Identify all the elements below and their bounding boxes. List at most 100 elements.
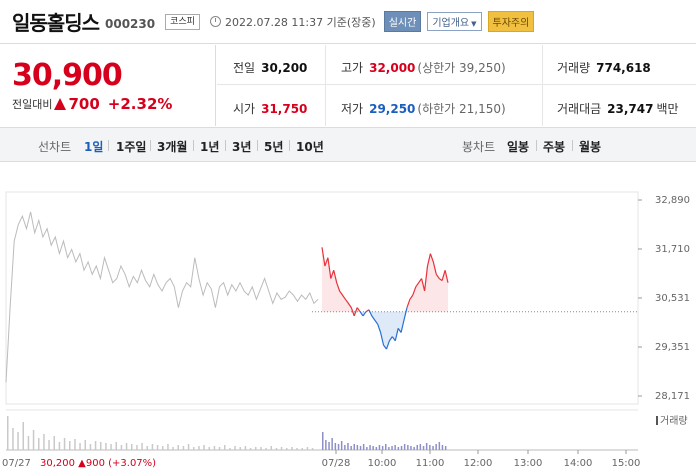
stat-label: 고가 <box>341 61 364 75</box>
prev-day-line <box>5 211 319 383</box>
period-tab-bar: 선차트 1일 1주일 3개월 1년 3년 5년 10년 봉차트 일봉 주봉 월봉 <box>0 127 696 162</box>
volume-bar <box>385 444 387 450</box>
stat-high: 고가 32,000 (상한가 39,250) <box>341 59 506 76</box>
volume-bar <box>38 438 40 450</box>
stat-open: 시가 31,750 <box>233 100 307 117</box>
volume-bar <box>301 448 303 450</box>
divider <box>257 140 258 151</box>
stat-prev-close: 전일 30,200 <box>233 59 307 76</box>
x-tick-label: 11:00 <box>416 458 445 469</box>
x-tick-label: 14:00 <box>564 458 593 469</box>
volume-bar <box>105 443 107 450</box>
y-tick-label: 32,890 <box>655 195 690 206</box>
volume-bar <box>255 447 257 450</box>
volume-bar <box>27 436 30 450</box>
volume-bar <box>167 444 169 450</box>
corp-overview-label: 기업개요 <box>432 18 470 29</box>
up-triangle-icon <box>54 98 67 110</box>
volume-bar <box>340 441 343 450</box>
stock-header: 일동홀딩스 000230 코스피 2022.07.28 11:37 기준(장중)… <box>0 0 696 44</box>
clock-icon <box>209 16 221 27</box>
divider <box>325 45 326 126</box>
x-tick-label: 07/28 <box>322 458 351 469</box>
volume-bar <box>53 436 55 450</box>
volume-bar <box>187 444 190 450</box>
tab-3year[interactable]: 3년 <box>232 140 252 154</box>
volume-bar <box>218 447 221 450</box>
divider <box>225 140 226 151</box>
tab-daily[interactable]: 일봉 <box>507 140 530 154</box>
stat-value: 32,000 <box>369 61 416 75</box>
market-badge: 코스피 <box>165 13 200 30</box>
prev-day-date: 07/27 <box>2 458 31 469</box>
volume-bar <box>32 430 35 450</box>
volume-bar <box>208 447 210 450</box>
current-price: 30,900 <box>12 58 123 93</box>
corp-overview-button[interactable]: 기업개요 ▼ <box>427 12 482 31</box>
tab-1year[interactable]: 1년 <box>200 140 220 154</box>
volume-bar <box>366 447 368 450</box>
stat-upper-limit: (상한가 39,250) <box>417 61 506 75</box>
volume-bar <box>234 446 236 450</box>
volume-bar <box>444 446 447 450</box>
chart-grid <box>5 191 642 405</box>
volume-bar <box>397 447 400 450</box>
stat-label: 거래량 <box>557 61 591 75</box>
line-chart-label: 선차트 <box>38 140 72 154</box>
volume-bar <box>413 447 415 450</box>
price-chart[interactable]: 32,890 31,710 30,531 29,351 28,171 07/28 10:0… <box>0 170 696 473</box>
y-tick-label: 31,710 <box>655 244 690 255</box>
price-stats: 전일 30,200 고가 32,000 (상한가 39,250) 거래량 774,618… <box>217 45 696 126</box>
realtime-button[interactable]: 실시간 <box>383 11 422 32</box>
change-value: 700 <box>68 95 100 113</box>
volume-bar <box>362 444 365 450</box>
stat-label: 거래대금 <box>557 102 602 116</box>
volume-bar <box>203 445 205 450</box>
tab-3month[interactable]: 3개월 <box>157 140 188 154</box>
volume-bar <box>378 445 381 450</box>
y-tick-label: 28,171 <box>655 391 690 402</box>
x-tick-label: 12:00 <box>464 458 493 469</box>
volume-bar <box>239 447 241 450</box>
volume-bar <box>286 448 288 450</box>
volume-bar <box>260 447 262 450</box>
volume-bar <box>328 442 330 450</box>
investment-warning-badge[interactable]: 투자주의 <box>487 11 535 32</box>
volume-bar <box>311 448 314 450</box>
y-tick-label: 30,531 <box>655 293 690 304</box>
stat-low: 저가 29,250 (하한가 21,150) <box>341 100 506 117</box>
tab-10year[interactable]: 10년 <box>296 140 324 154</box>
volume-bar <box>156 445 159 450</box>
volume-bar <box>422 446 425 450</box>
volume-bar <box>58 442 61 450</box>
volume-bar <box>213 446 216 450</box>
volume-bar <box>359 446 362 450</box>
volume-bar <box>438 442 441 450</box>
tab-1day[interactable]: 1일 <box>84 140 104 154</box>
divider <box>536 140 537 151</box>
stat-lower-limit: (하한가 21,150) <box>417 102 506 116</box>
volume-bar <box>182 446 185 450</box>
volume-bar <box>350 446 352 450</box>
tab-5year[interactable]: 5년 <box>264 140 284 154</box>
x-tick-label: 15:00 <box>612 458 641 469</box>
volume-bar <box>291 447 293 450</box>
tab-weekly[interactable]: 주봉 <box>543 140 566 154</box>
volume-bar <box>432 446 434 450</box>
volume-bar <box>131 444 133 450</box>
volume-bar <box>110 444 112 450</box>
volume-bar <box>425 443 428 450</box>
tab-1week[interactable]: 1주일 <box>116 140 147 154</box>
stat-value: 30,200 <box>261 61 308 75</box>
volume-bar <box>136 445 138 450</box>
volume-bar <box>22 422 24 450</box>
divider <box>193 140 194 151</box>
volume-bar <box>43 434 45 450</box>
volume-bar <box>403 444 406 450</box>
today-down-area <box>322 311 448 350</box>
volume-bar <box>306 447 309 450</box>
volume-bar <box>372 446 374 450</box>
volume-icon <box>656 416 658 425</box>
tab-monthly[interactable]: 월봉 <box>579 140 602 154</box>
today-up-area <box>322 247 448 312</box>
